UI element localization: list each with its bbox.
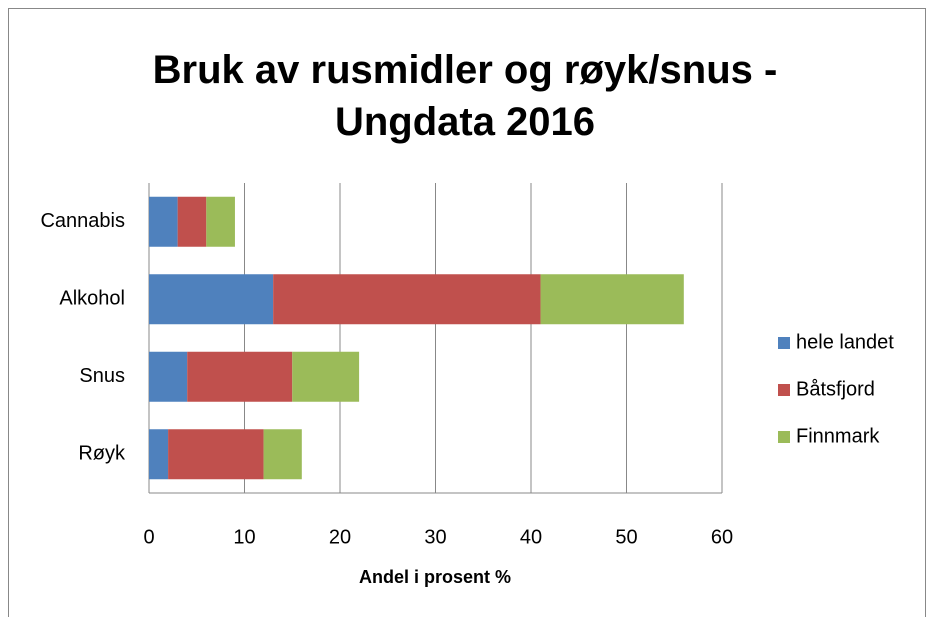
x-tick-label: 60 xyxy=(711,526,733,548)
legend-label: hele landet xyxy=(796,331,894,353)
bar-segment xyxy=(292,351,360,402)
legend-swatch xyxy=(778,384,790,396)
legend-swatch xyxy=(778,431,790,443)
y-tick-label: Røyk xyxy=(78,443,126,465)
legend-swatch xyxy=(778,337,790,349)
y-tick-label: Cannabis xyxy=(40,210,125,232)
bar-segment xyxy=(177,196,207,247)
x-tick-label: 10 xyxy=(233,526,255,548)
x-axis-label: Andel i prosent % xyxy=(359,567,511,587)
bar-segment xyxy=(273,274,541,325)
bar-segment xyxy=(149,429,169,480)
bar-segment xyxy=(206,196,235,247)
bar-segment xyxy=(187,351,293,402)
chart-frame xyxy=(8,8,926,617)
bar-segment xyxy=(149,196,178,247)
x-tick-label: 30 xyxy=(424,526,446,548)
bar-segment xyxy=(149,351,188,402)
legend-label: Båtsfjord xyxy=(796,378,875,400)
bar-segment xyxy=(540,274,684,325)
x-tick-label: 50 xyxy=(615,526,637,548)
y-tick-label: Alkohol xyxy=(59,288,125,310)
legend-label: Finnmark xyxy=(796,425,880,447)
x-tick-label: 0 xyxy=(143,526,154,548)
x-tick-label: 40 xyxy=(520,526,542,548)
bar-segment xyxy=(263,429,302,480)
bar-segment xyxy=(149,274,274,325)
x-tick-label: 20 xyxy=(329,526,351,548)
y-tick-label: Snus xyxy=(79,365,125,387)
chart-title: Bruk av rusmidler og røyk/snus - Ungdata… xyxy=(152,48,778,144)
bar-segment xyxy=(168,429,264,480)
